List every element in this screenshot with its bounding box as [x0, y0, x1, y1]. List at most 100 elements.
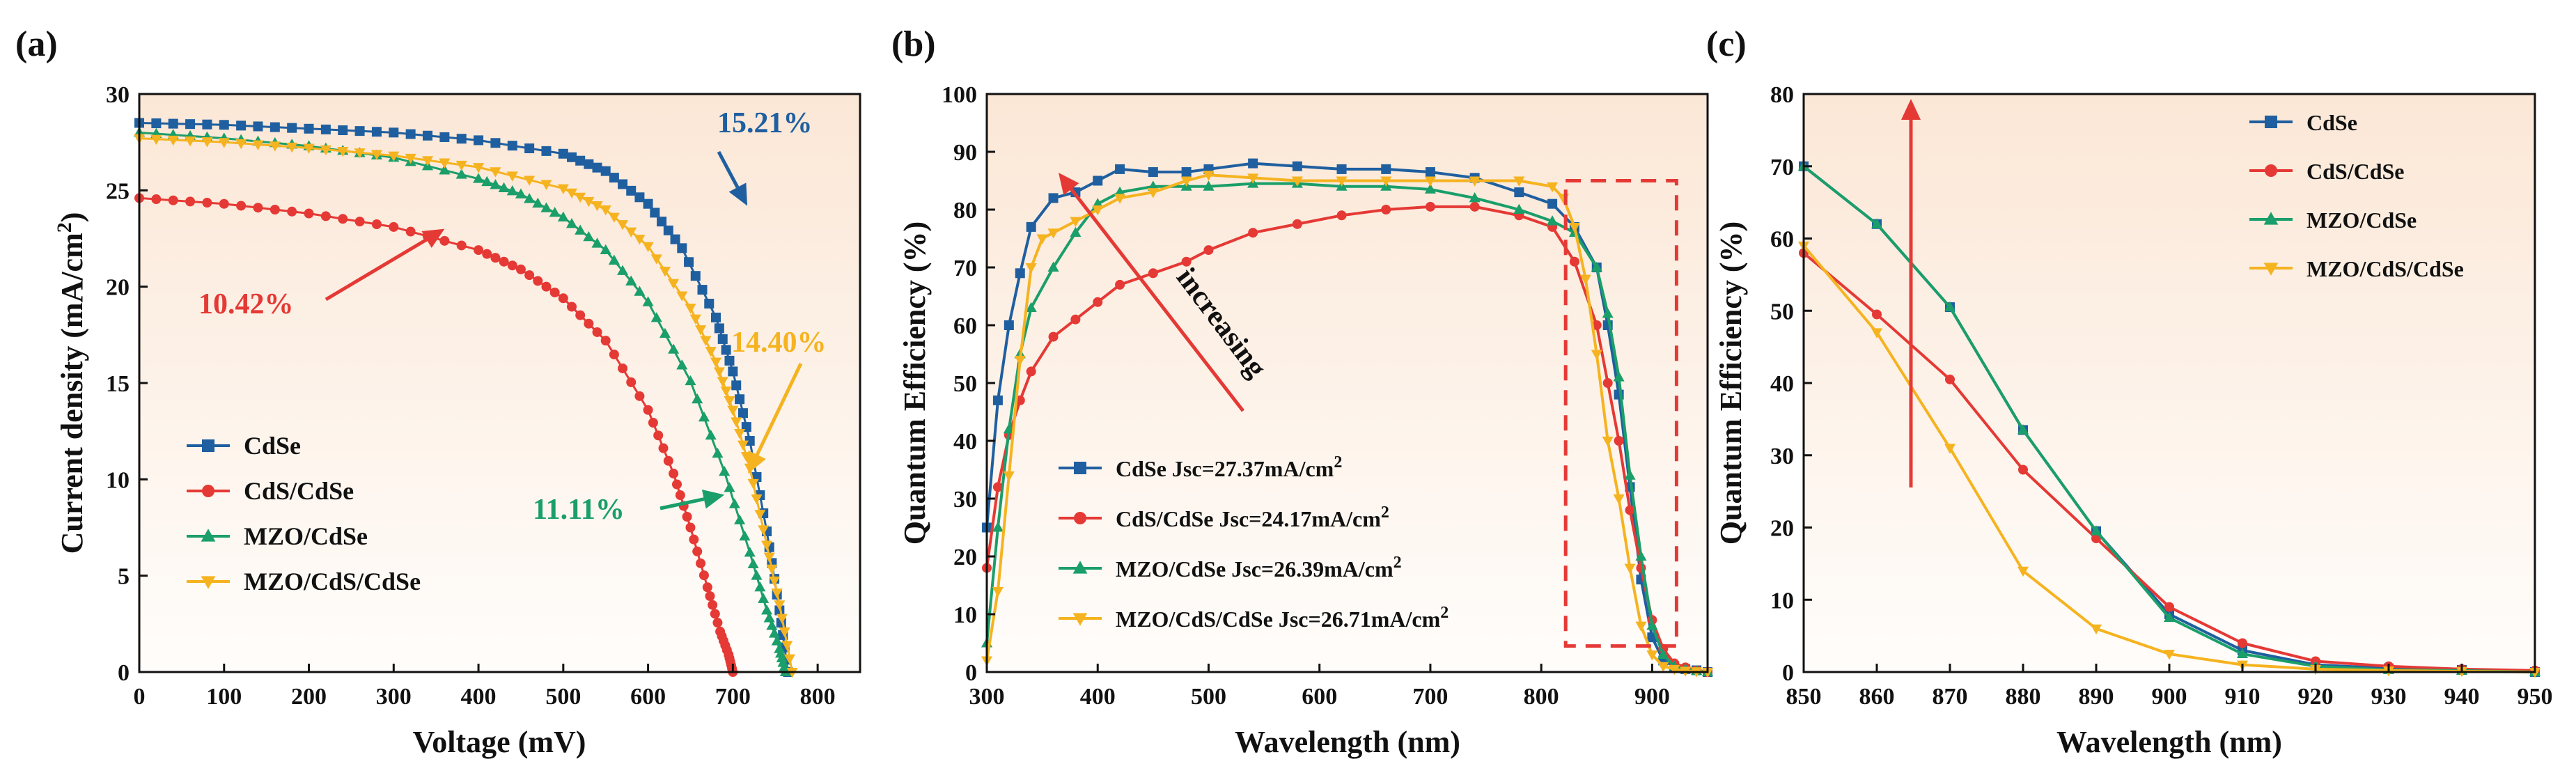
efficiency-arrow [659, 489, 725, 510]
y-axis-label-c: Quantum Efficiency (%) [1714, 221, 1748, 545]
data-point [1591, 350, 1602, 360]
data-point [1602, 378, 1613, 388]
data-point [653, 430, 664, 441]
data-point [515, 188, 526, 198]
x-tick-label: 700 [715, 684, 751, 710]
data-point [575, 224, 586, 235]
data-point [609, 350, 619, 360]
data-point [771, 588, 783, 599]
data-point [1945, 374, 1955, 384]
x-tick-label: 850 [1786, 684, 1822, 710]
data-point [151, 194, 162, 205]
data-point [1093, 175, 1103, 186]
data-point [558, 293, 568, 304]
data-point [1292, 219, 1302, 229]
data-point [1115, 164, 1125, 174]
data-point [1181, 256, 1192, 267]
data-point [663, 225, 673, 235]
data-point [533, 276, 543, 286]
data-point [455, 160, 467, 171]
data-point [609, 173, 619, 183]
data-point [1203, 171, 1215, 181]
data-point [1602, 437, 1614, 447]
data-point [506, 185, 518, 196]
efficiency-arrow [717, 150, 748, 206]
x-axis-label-c: Wavelength (nm) [2056, 725, 2282, 759]
data-point [728, 498, 740, 508]
x-tick-label: 900 [1634, 684, 1670, 710]
data-point [236, 120, 247, 131]
data-point [439, 235, 450, 246]
x-tick-label: 200 [291, 684, 327, 710]
data-point [698, 570, 709, 581]
data-point [625, 275, 637, 286]
data-point [270, 122, 280, 132]
data-point [320, 124, 331, 134]
data-point [1469, 201, 1480, 212]
data-point [717, 377, 728, 387]
data-point [643, 405, 653, 415]
data-point [524, 175, 536, 186]
data-point [734, 514, 746, 524]
data-point [724, 482, 735, 492]
data-point [774, 648, 787, 658]
data-point [287, 123, 297, 133]
data-point [1944, 444, 1956, 454]
data-point [720, 386, 732, 397]
data-point [1015, 268, 1025, 279]
data-point [608, 254, 620, 265]
data-point [490, 253, 501, 263]
data-point [575, 192, 586, 203]
data-point [1513, 203, 1525, 214]
data-point [354, 126, 365, 136]
data-point [1872, 309, 1882, 320]
legend-marker [1074, 462, 1086, 474]
data-point [567, 152, 577, 162]
data-point [658, 443, 669, 453]
x-tick-label: 860 [1859, 684, 1895, 710]
data-point [1424, 176, 1436, 187]
data-point [698, 411, 710, 422]
y-tick-label: 0 [118, 660, 130, 686]
y-axis-label-a: Current density (mA/cm2) [53, 212, 90, 554]
legend-item: CdS/CdSe Jsc=24.17mA/cm2 [1059, 503, 1389, 531]
legend-label: MZO/CdSe [244, 522, 368, 550]
data-point [1291, 176, 1303, 187]
data-point [1336, 210, 1347, 221]
data-point [771, 635, 783, 646]
data-point [524, 143, 535, 154]
data-point [600, 244, 611, 255]
data-point [618, 363, 628, 373]
data-point [320, 211, 331, 221]
data-point [2164, 602, 2174, 612]
data-point [168, 118, 178, 129]
data-point [625, 227, 637, 237]
legend-c: CdSe CdS/CdSe MZO/CdSe MZO/CdS/CdSe [2249, 110, 2464, 281]
legend-item: MZO/CdSe [2249, 208, 2417, 233]
data-point [549, 287, 560, 297]
data-point [575, 155, 586, 166]
data-point [591, 237, 603, 248]
data-point [219, 120, 229, 130]
data-point [482, 249, 492, 259]
data-point [1469, 176, 1481, 187]
data-point [388, 151, 400, 162]
data-point [1624, 563, 1636, 574]
data-point [671, 479, 682, 490]
highlight-box [1563, 179, 1678, 648]
data-point [1003, 471, 1015, 482]
legend-item: MZO/CdSe Jsc=26.39mA/cm2 [1059, 554, 1402, 581]
data-point [1669, 664, 1680, 676]
panel-label-c: (c) [1706, 24, 1747, 64]
data-point [704, 299, 715, 309]
data-point [676, 359, 688, 370]
data-point [2090, 624, 2102, 635]
data-point [657, 217, 667, 227]
data-point [642, 296, 654, 306]
legend-item: CdSe Jsc=27.37mA/cm2 [1059, 453, 1342, 481]
data-point [992, 395, 1003, 405]
data-point [643, 198, 653, 209]
data-point [1114, 194, 1126, 204]
x-tick-label: 900 [2152, 684, 2187, 710]
data-point [1025, 302, 1037, 313]
